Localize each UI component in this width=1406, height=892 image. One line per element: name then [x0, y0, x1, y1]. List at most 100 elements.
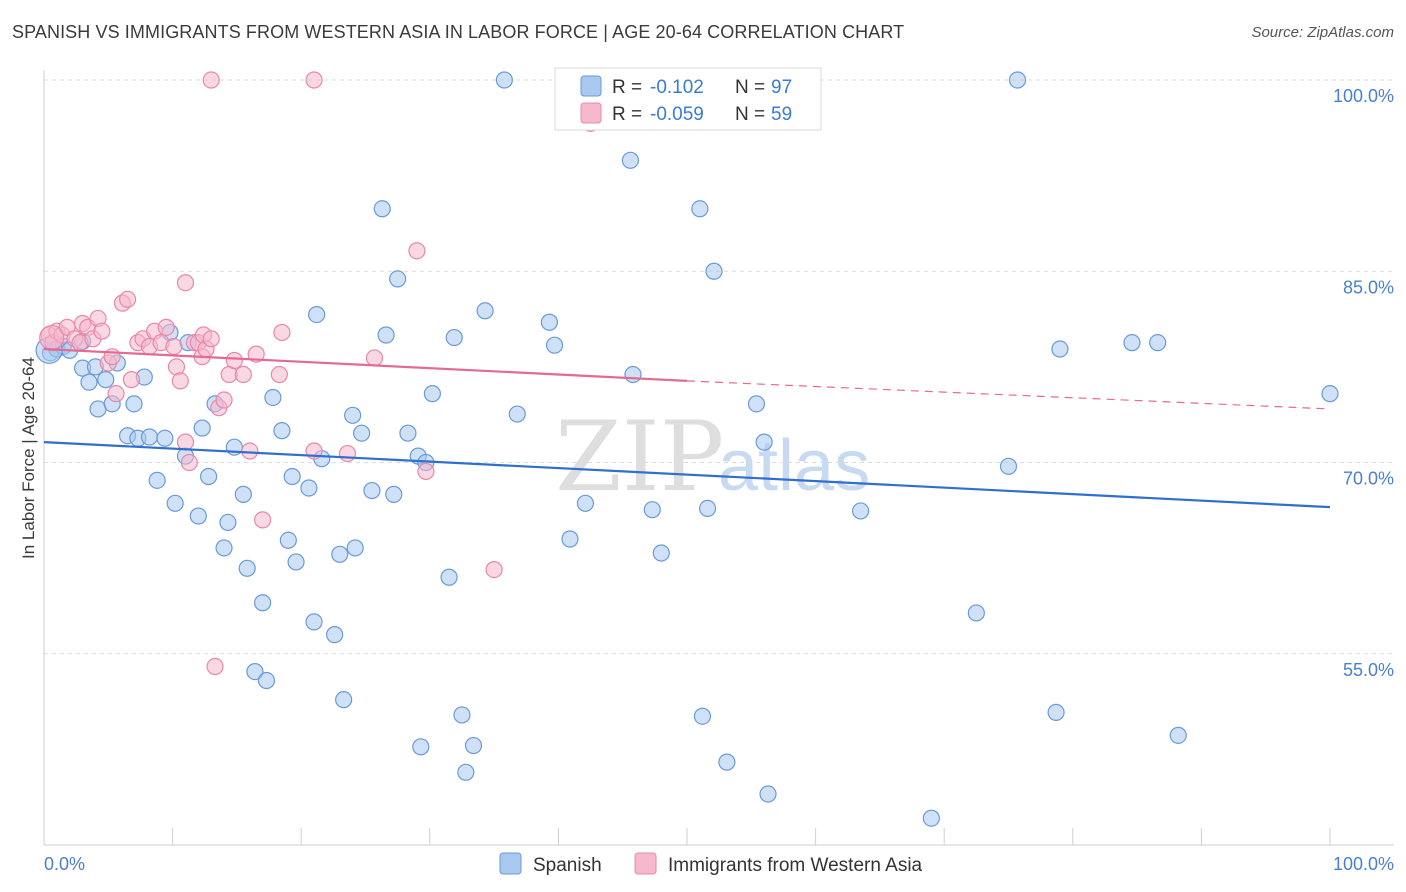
data-point-asia [485, 560, 503, 579]
data-point-asia [176, 433, 195, 451]
data-point-spanish [156, 429, 174, 447]
data-point-asia [171, 372, 189, 390]
data-point-spanish [219, 513, 237, 532]
data-point-spanish [346, 539, 364, 557]
data-point-spanish [189, 507, 207, 525]
data-point-spanish [624, 365, 642, 384]
data-point-asia [254, 511, 272, 529]
data-point-spanish [852, 502, 870, 520]
y-tick-label: 100.0% [1333, 86, 1394, 106]
data-point-spanish [1008, 71, 1027, 89]
data-point-spanish [999, 457, 1018, 475]
data-point-spanish [967, 604, 985, 622]
series-legend: Spanish Immigrants from Western Asia [499, 852, 923, 876]
data-point-spanish [308, 306, 326, 324]
data-point-asia [118, 290, 137, 308]
data-point-spanish [693, 707, 712, 725]
legend-swatch-asia [580, 102, 602, 124]
data-point-spanish [331, 545, 349, 563]
data-point-spanish [140, 428, 159, 446]
data-point-spanish [621, 151, 640, 169]
data-point-spanish [1321, 385, 1339, 403]
series-asia-points [39, 71, 600, 676]
data-point-spanish [440, 568, 458, 586]
data-point-spanish [385, 485, 403, 503]
data-point-spanish [97, 371, 115, 389]
bottom-legend-swatch-spanish [499, 852, 522, 875]
data-point-spanish [1123, 334, 1141, 352]
data-point-spanish [363, 481, 381, 500]
legend-n-label-spanish: N = [735, 77, 765, 98]
y-tick-labels: 100.0% 85.0% 70.0% 55.0% [1333, 86, 1394, 680]
data-point-spanish [389, 270, 407, 288]
data-point-spanish [287, 553, 305, 571]
data-point-asia [365, 349, 384, 367]
data-point-asia [215, 391, 233, 409]
y-tick-label: 55.0% [1343, 660, 1394, 680]
data-point-spanish [453, 706, 471, 724]
data-point-spanish [747, 395, 766, 413]
data-point-spanish [200, 467, 218, 486]
data-point-spanish [1149, 334, 1167, 352]
x-tick-label-min: 0.0% [44, 854, 85, 874]
data-point-spanish [326, 626, 344, 644]
data-point-spanish [476, 302, 494, 320]
data-point-asia [176, 274, 195, 292]
data-point-spanish [698, 499, 717, 517]
data-point-asia [180, 453, 198, 472]
legend-n-value-spanish: 97 [771, 77, 792, 98]
data-point-asia [202, 330, 220, 348]
data-point-spanish [279, 531, 297, 549]
data-point-asia [165, 337, 183, 356]
data-point-spanish [464, 736, 483, 755]
x-ticks [172, 828, 1331, 845]
source-label: Source: ZipAtlas.com [1251, 24, 1394, 41]
data-point-spanish [412, 738, 430, 756]
data-point-spanish [353, 424, 371, 442]
data-point-asia-cluster [39, 324, 65, 351]
data-point-spanish [561, 530, 579, 548]
data-point-asia [122, 371, 141, 389]
watermark-zip: ZIP [555, 401, 724, 513]
data-point-asia [417, 462, 435, 481]
bottom-legend-label-asia: Immigrants from Western Asia [668, 855, 923, 876]
data-point-asia [241, 442, 259, 460]
data-point-spanish [246, 662, 264, 681]
data-point-asia [93, 322, 111, 340]
legend-r-label-asia: R = [612, 104, 642, 125]
data-point-spanish [495, 71, 513, 89]
data-point-spanish [305, 613, 323, 631]
data-point-asia [206, 657, 224, 676]
data-point-spanish [705, 262, 723, 280]
data-point-spanish [215, 539, 233, 557]
data-point-spanish [540, 313, 558, 331]
data-point-spanish [576, 494, 595, 512]
trend-line-spanish [43, 441, 1331, 509]
x-tick-label-max: 100.0% [1333, 854, 1394, 874]
trend-line-asia-extrapolated [686, 380, 1331, 410]
legend-n-value-asia: 59 [771, 104, 792, 125]
data-point-asia [107, 385, 125, 403]
data-point-spanish [545, 336, 564, 354]
data-point-spanish [1169, 726, 1187, 744]
data-point-spanish [344, 406, 362, 424]
y-tick-label: 85.0% [1343, 277, 1394, 297]
y-tick-label: 70.0% [1343, 469, 1394, 489]
legend-n-label-asia: N = [735, 104, 765, 125]
data-point-asia [167, 358, 186, 376]
stats-legend: R = -0.102 N = 97 R = -0.059 N = 59 [554, 67, 822, 131]
data-point-spanish [125, 395, 143, 413]
data-point-spanish [508, 405, 526, 423]
data-point-spanish [423, 385, 441, 403]
bottom-legend-label-spanish: Spanish [533, 855, 602, 876]
data-point-spanish [300, 479, 318, 497]
data-point-asia [234, 365, 252, 384]
chart-title: SPANISH VS IMMIGRANTS FROM WESTERN ASIA … [12, 22, 905, 42]
data-point-spanish [234, 485, 252, 503]
data-point-spanish [643, 501, 661, 519]
watermark-atlas: atlas [718, 426, 870, 506]
data-point-spanish [1051, 340, 1069, 358]
data-point-spanish [283, 467, 301, 486]
data-point-spanish [445, 328, 463, 347]
data-point-spanish [238, 559, 256, 577]
